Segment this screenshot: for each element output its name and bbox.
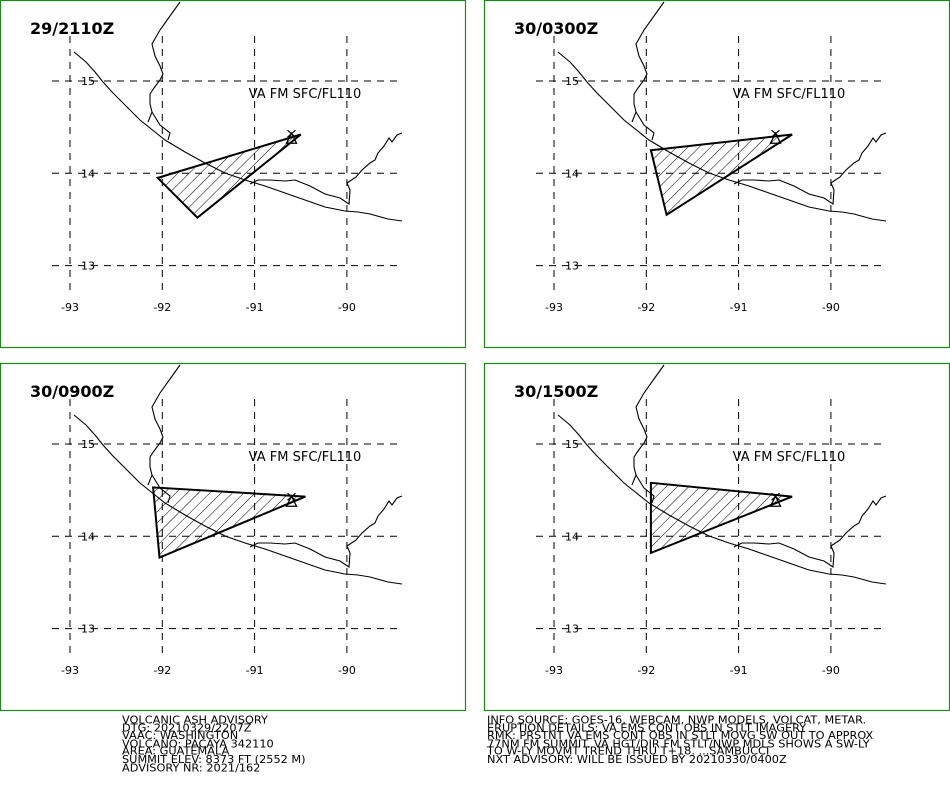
- latitude-label: 13: [81, 623, 95, 636]
- volcano-icon: [769, 492, 782, 507]
- longitude-label: -93: [545, 301, 563, 314]
- forecast-panel-t0: -93 -92 -91 -90 15 14 13 29/2110Z VA FM SFC/FL11…: [0, 0, 467, 349]
- latitude-label: 14: [81, 167, 95, 180]
- country-border: [249, 495, 403, 568]
- advisory-line: TO W-LY MOVMT TREND THRU T+18. ...SAMBUC…: [487, 745, 770, 758]
- country-border: [147, 364, 181, 486]
- forecast-panel-t18: -93 -92 -91 -90 15 14 13 30/1500Z VA FM SFC/FL11…: [483, 362, 950, 712]
- valid-time-label: 30/0900Z: [30, 382, 114, 401]
- latitude-label: 14: [565, 530, 579, 543]
- advisory-line: RMK: PRSTNT VA EMS CONT OBS IN STLT MOVG…: [487, 730, 874, 743]
- latitude-label: 13: [565, 260, 579, 273]
- advisory-line: INFO SOURCE: GOES-16, WEBCAM, NWP MODELS…: [487, 714, 867, 727]
- latitude-label: 15: [565, 438, 579, 451]
- longitude-label: -91: [730, 664, 748, 677]
- advisory-line: NXT ADVISORY: WILL BE ISSUED BY 20210330…: [487, 753, 787, 766]
- ash-cloud-polygon: [151, 486, 306, 559]
- volcano-icon: [285, 129, 298, 144]
- country-border: [147, 1, 181, 123]
- latitude-label: 15: [81, 75, 95, 88]
- advisory-line: ERUPTION DETAILS: VA EMS CONT OBS IN STL…: [487, 722, 807, 735]
- volcano-icon: [285, 492, 298, 507]
- country-border: [249, 132, 403, 205]
- valid-time-label: 30/0300Z: [514, 19, 598, 38]
- valid-time-label: 30/1500Z: [514, 382, 598, 401]
- longitude-label: -90: [822, 301, 840, 314]
- advisory-line: VOLCANIC ASH ADVISORY: [122, 714, 268, 727]
- advisory-line: ADVISORY NR: 2021/162: [122, 761, 261, 774]
- longitude-label: -90: [338, 664, 356, 677]
- longitude-label: -93: [61, 664, 79, 677]
- latitude-label: 15: [81, 438, 95, 451]
- latitude-label: 14: [565, 167, 579, 180]
- panel-frame: [483, 362, 950, 712]
- longitude-label: -90: [822, 664, 840, 677]
- forecast-panel-t6: -93 -92 -91 -90 15 14 13 30/0300Z VA FM SFC/FL11…: [483, 0, 950, 349]
- longitude-label: -91: [246, 301, 264, 314]
- volcano-icon: [769, 129, 782, 144]
- latitude-label: 15: [565, 75, 579, 88]
- river: [635, 111, 655, 141]
- longitude-label: -92: [637, 664, 655, 677]
- valid-time-label: 29/2110Z: [30, 19, 114, 38]
- country-border: [733, 132, 887, 205]
- longitude-label: -91: [246, 664, 264, 677]
- ash-layer-label: VA FM SFC/FL110: [249, 87, 362, 102]
- longitude-label: -92: [637, 301, 655, 314]
- longitude-label: -93: [545, 664, 563, 677]
- longitude-label: -90: [338, 301, 356, 314]
- country-border: [631, 1, 665, 123]
- ash-layer-label: VA FM SFC/FL110: [733, 87, 846, 102]
- advisory-line: AREA: GUATEMALA: [122, 745, 230, 758]
- country-border: [631, 364, 665, 486]
- advisory-line: SUMMIT ELEV: 8373 FT (2552 M): [122, 753, 306, 766]
- ash-cloud-polygon: [155, 133, 302, 219]
- country-border: [733, 495, 887, 568]
- latitude-label: 14: [81, 530, 95, 543]
- forecast-panel-t12: -93 -92 -91 -90 15 14 13 30/0900Z VA FM SFC/FL11…: [0, 362, 467, 712]
- longitude-label: -93: [61, 301, 79, 314]
- panel-frame: [0, 362, 467, 712]
- river: [151, 111, 171, 141]
- advisory-line: VAAC: WASHINGTON: [122, 730, 239, 743]
- longitude-label: -92: [153, 664, 171, 677]
- advisory-line: 77NM FM SUMMIT. VA HGT/DIR FM STLT/NWP M…: [487, 737, 870, 750]
- advisory-line: DTG: 20210329/2207Z: [122, 722, 252, 735]
- advisory-remarks-right: INFO SOURCE: GOES-16, WEBCAM, NWP MODELS…: [487, 714, 874, 766]
- ash-layer-label: VA FM SFC/FL110: [733, 450, 846, 465]
- advisory-line: VOLCANO: PACAYA 342110: [122, 737, 274, 750]
- advisory-header-left: VOLCANIC ASH ADVISORY DTG: 20210329/2207…: [122, 714, 306, 774]
- longitude-label: -91: [730, 301, 748, 314]
- latitude-label: 13: [565, 623, 579, 636]
- latitude-label: 13: [81, 260, 95, 273]
- ash-cloud-polygon: [649, 133, 793, 217]
- ash-layer-label: VA FM SFC/FL110: [249, 450, 362, 465]
- ash-cloud-polygon: [649, 481, 793, 555]
- longitude-label: -92: [153, 301, 171, 314]
